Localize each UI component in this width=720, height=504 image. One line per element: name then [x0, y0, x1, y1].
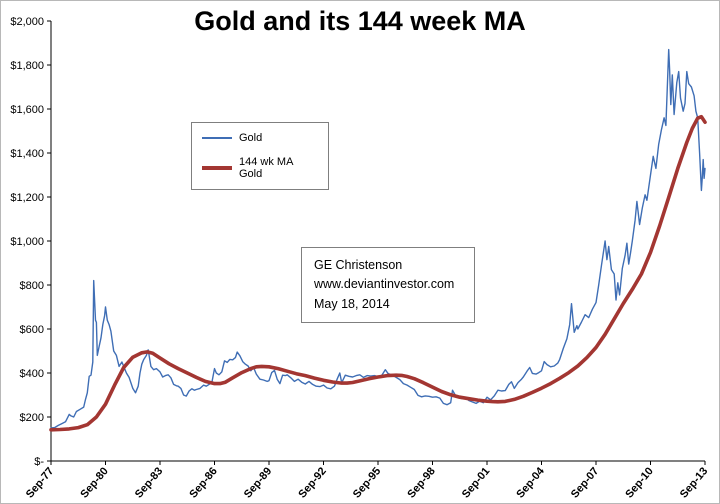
svg-text:Sep-86: Sep-86 [187, 465, 219, 500]
svg-text:Sep-01: Sep-01 [460, 465, 492, 500]
svg-text:$400: $400 [20, 368, 44, 380]
svg-text:$200: $200 [20, 412, 44, 424]
ma-line-swatch [202, 166, 232, 170]
svg-text:Sep-83: Sep-83 [133, 465, 165, 500]
svg-text:Sep-13: Sep-13 [678, 465, 710, 500]
svg-text:$2,000: $2,000 [10, 16, 44, 28]
annotation-line-author: GE Christenson [314, 258, 403, 272]
annotation-line-website: www.deviantinvestor.com [314, 277, 455, 292]
svg-text:$1,600: $1,600 [10, 104, 44, 116]
svg-text:$1,200: $1,200 [10, 192, 44, 204]
svg-text:$-: $- [34, 456, 44, 468]
svg-text:Sep-04: Sep-04 [514, 465, 547, 501]
svg-text:Sep-80: Sep-80 [78, 465, 110, 500]
annotation-box: GE Christenson www.deviantinvestor.com M… [301, 247, 475, 324]
svg-text:Sep-89: Sep-89 [242, 465, 274, 500]
svg-text:$1,000: $1,000 [10, 236, 44, 248]
svg-text:Sep-95: Sep-95 [351, 465, 383, 500]
legend-item-gold: Gold [202, 132, 318, 144]
svg-text:Sep-98: Sep-98 [405, 465, 437, 500]
svg-text:$1,400: $1,400 [10, 148, 44, 160]
gold-line-swatch [202, 137, 232, 139]
svg-text:Sep-10: Sep-10 [623, 465, 655, 500]
legend-item-ma: 144 wk MA Gold [202, 156, 318, 180]
legend-label-ma: 144 wk MA Gold [239, 156, 293, 180]
svg-text:$800: $800 [20, 280, 44, 292]
legend-label-gold: Gold [239, 132, 263, 144]
svg-text:Sep-77: Sep-77 [24, 465, 56, 500]
chart-title: Gold and its 144 week MA [194, 6, 526, 36]
svg-text:Sep-07: Sep-07 [569, 465, 601, 500]
legend: Gold 144 wk MA Gold [191, 122, 329, 190]
svg-text:$600: $600 [20, 324, 44, 336]
annotation-line-date: May 18, 2014 [314, 296, 390, 311]
svg-text:$1,800: $1,800 [10, 60, 44, 72]
svg-text:Sep-92: Sep-92 [296, 465, 328, 500]
